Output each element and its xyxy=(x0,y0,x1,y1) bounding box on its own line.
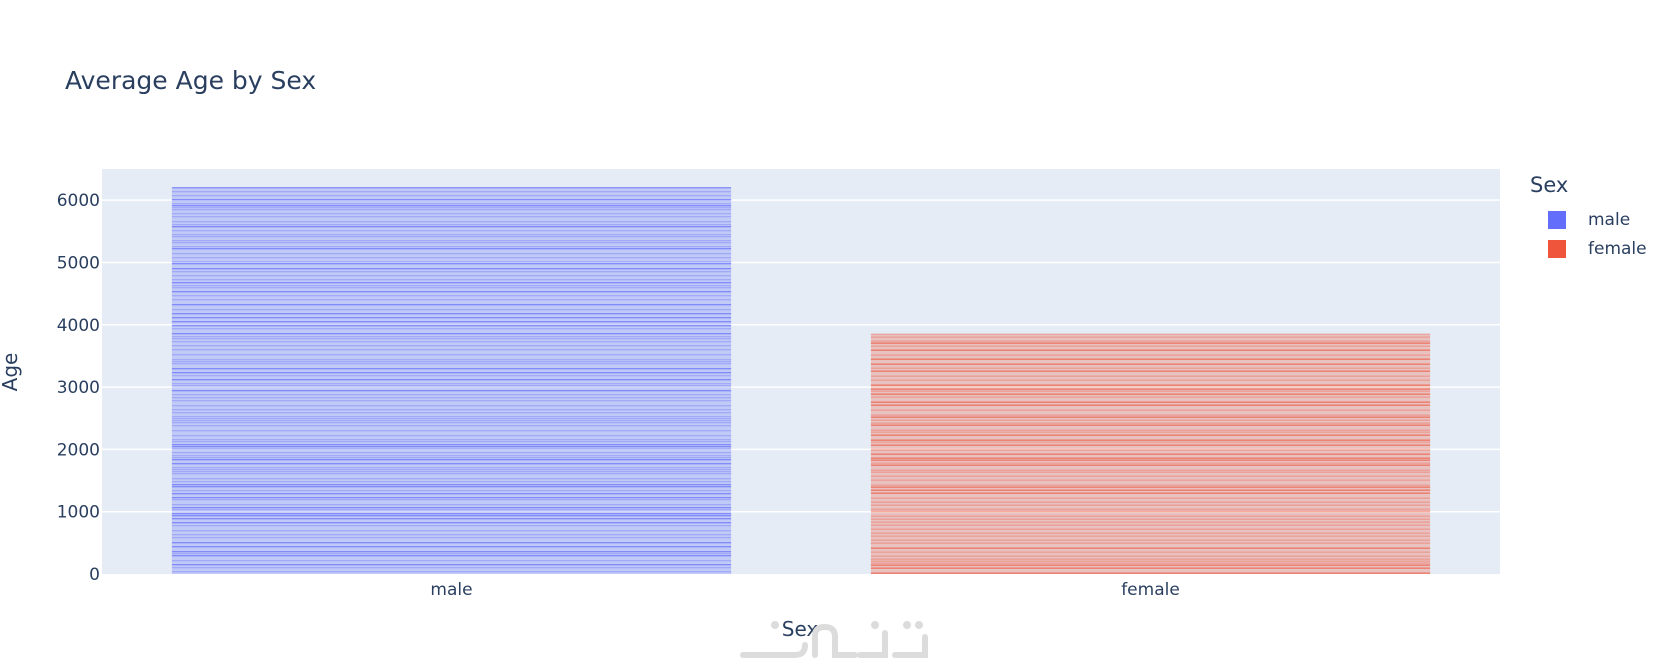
legend-swatch-female xyxy=(1548,239,1566,258)
chart-title: Average Age by Sex xyxy=(65,66,317,95)
x-tick-label-male: male xyxy=(430,580,472,600)
y-axis-title: Age xyxy=(0,353,22,392)
legend-label-male: male xyxy=(1588,209,1631,230)
y-tick-label-5000: 5000 xyxy=(57,253,100,273)
legend-item-male[interactable]: male xyxy=(1530,205,1647,234)
y-tick-label-3000: 3000 xyxy=(57,378,100,398)
legend-swatch-male xyxy=(1548,210,1566,229)
legend-title: Sex xyxy=(1530,173,1569,197)
y-tick-label-4000: 4000 xyxy=(57,316,100,336)
bar-male[interactable] xyxy=(171,187,732,574)
bar-group-female xyxy=(870,333,1431,574)
legend: Sex male female xyxy=(1530,173,1647,263)
y-tick-label-1000: 1000 xyxy=(57,503,100,523)
legend-label-female: female xyxy=(1588,238,1647,259)
bar-group-male xyxy=(171,187,732,574)
y-tick-label-2000: 2000 xyxy=(57,440,100,460)
y-tick-label-0: 0 xyxy=(89,565,100,585)
x-tick-label-female: female xyxy=(1121,580,1180,600)
y-tick-label-6000: 6000 xyxy=(57,191,100,211)
watermark-logo xyxy=(740,621,928,658)
legend-item-female[interactable]: female xyxy=(1530,234,1647,263)
